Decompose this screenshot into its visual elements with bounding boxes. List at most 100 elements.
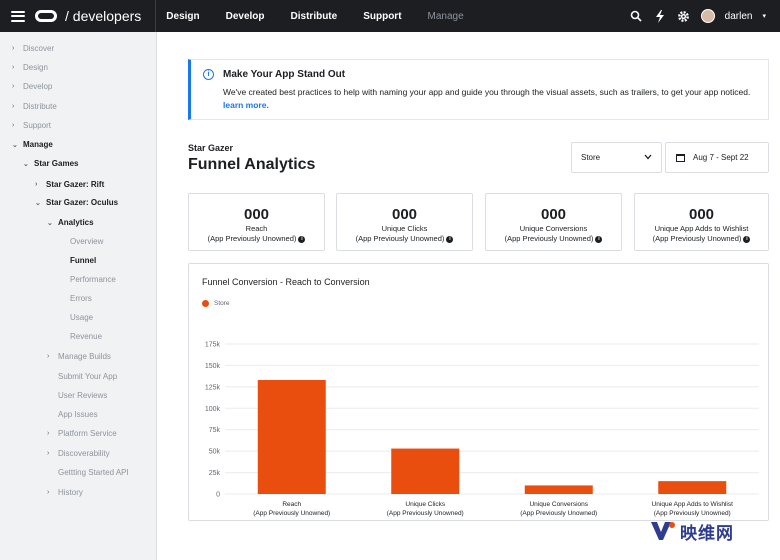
info-icon: i (203, 69, 214, 80)
info-icon[interactable]: i (446, 235, 454, 243)
funnel-bar-chart: 0 25k 50k 75k 100k 125k 150k 175k Reach (App Prev… (205, 342, 759, 517)
sidebar-item-history[interactable]: › History (47, 488, 83, 497)
chevron-right-icon: › (12, 122, 15, 129)
calendar-icon (676, 153, 685, 162)
learn-more-link[interactable]: learn more. (223, 100, 269, 110)
stat-value: 000 (243, 206, 270, 223)
sidebar-item-user-reviews[interactable]: User Reviews (58, 391, 107, 400)
y-tick-label: 150k (205, 363, 221, 370)
user-avatar[interactable] (700, 9, 715, 23)
sidebar-item-label: Usage (70, 313, 94, 322)
sidebar-item-star-games[interactable]: ⌄ Star Games (23, 159, 78, 168)
stat-card-reach: 000 Reach (App Previously Unowned) i (188, 193, 325, 251)
sidebar-item-submit-your-app[interactable]: Submit Your App (58, 372, 117, 381)
nav-distribute[interactable]: Distribute (290, 10, 338, 22)
legend-swatch (202, 300, 209, 307)
sidebar-item-label: User Reviews (58, 391, 108, 400)
sidebar-item-label: Distribute (23, 102, 57, 111)
bar (658, 481, 727, 494)
chevron-down-icon[interactable]: ▾ (762, 13, 766, 20)
banner-text: We've created best practices to help wit… (223, 86, 753, 112)
nav-design[interactable]: Design (166, 10, 200, 22)
y-tick-label: 175k (205, 342, 221, 349)
y-tick-label: 100k (205, 406, 221, 413)
app-name: Star Gazer (188, 143, 234, 153)
brand-title[interactable]: / developers (65, 8, 142, 24)
lightning-icon[interactable] (653, 9, 667, 23)
page-title: Funnel Analytics (188, 156, 316, 173)
x-tick-sublabel: (App Previously Unowned) (520, 510, 597, 517)
stat-sublabel-text: (App Previously Unowned) (207, 234, 297, 243)
chevron-right-icon: › (47, 353, 50, 360)
banner-title: Make Your App Stand Out (223, 69, 346, 80)
sidebar-item-support[interactable]: › Support (12, 121, 51, 130)
y-tick-label: 125k (205, 384, 221, 391)
chevron-down-icon: ⌄ (35, 199, 41, 207)
sidebar-item-label: Analytics (58, 218, 94, 227)
stat-label: Unique Clicks (381, 224, 428, 233)
stat-label: Reach (245, 224, 268, 233)
sidebar-item-usage[interactable]: Usage (70, 313, 93, 322)
nav-develop[interactable]: Develop (225, 10, 265, 22)
sidebar: › Discover › Design › Develop › Distribute ›… (0, 32, 157, 560)
info-banner: i Make Your App Stand Out We've created … (188, 59, 769, 120)
bar (524, 485, 593, 494)
x-tick-label: Unique Conversions (529, 501, 588, 508)
sidebar-item-label: Errors (70, 294, 92, 303)
store-select[interactable]: Store (571, 142, 662, 173)
user-name[interactable]: darlen (724, 10, 753, 22)
info-icon[interactable]: i (595, 235, 603, 243)
sidebar-item-performance[interactable]: Performance (70, 275, 116, 284)
info-icon[interactable]: i (743, 235, 751, 243)
sidebar-item-overview[interactable]: Overview (70, 237, 103, 246)
sidebar-item-discoverability[interactable]: › Discoverability (47, 449, 110, 458)
nav-manage[interactable]: Manage (427, 10, 464, 22)
gear-icon[interactable] (677, 9, 691, 23)
date-range-picker[interactable]: Aug 7 - Sept 22 (665, 142, 769, 173)
sidebar-item-manage-builds[interactable]: › Manage Builds (47, 352, 111, 361)
sidebar-item-label: Design (23, 63, 48, 72)
sidebar-item-develop[interactable]: › Develop (12, 82, 52, 91)
stat-sublabel-text: (App Previously Unowned) (355, 234, 445, 243)
chart-legend[interactable]: Store (202, 300, 230, 307)
sidebar-item-platform-service[interactable]: › Platform Service (47, 429, 117, 438)
y-tick-label: 0 (216, 492, 220, 499)
nav-support[interactable]: Support (363, 10, 402, 22)
sidebar-item-star-gazer-oculus[interactable]: ⌄ Star Gazer: Oculus (35, 198, 118, 207)
funnel-chart-card: Funnel Conversion - Reach to Conversion … (188, 263, 769, 521)
oculus-logo-icon[interactable] (35, 10, 57, 22)
sidebar-item-label: Discoverability (58, 449, 110, 458)
chevron-right-icon: › (47, 489, 50, 496)
sidebar-item-funnel[interactable]: Funnel (70, 256, 96, 265)
hamburger-menu-icon[interactable] (11, 10, 25, 22)
sidebar-item-errors[interactable]: Errors (70, 294, 92, 303)
x-tick-label: Unique Clicks (405, 501, 445, 508)
chart-title: Funnel Conversion - Reach to Conversion (202, 277, 370, 287)
top-right-controls: darlen ▾ (629, 0, 766, 32)
sidebar-item-label: Discover (23, 44, 55, 53)
search-icon[interactable] (629, 9, 643, 23)
stat-sublabel: (App Previously Unowned) i (189, 234, 324, 243)
chevron-down-icon (644, 153, 652, 162)
stat-value: 000 (688, 206, 715, 223)
sidebar-item-getting-started-api[interactable]: Gettting Started API (58, 468, 129, 477)
sidebar-item-discover[interactable]: › Discover (12, 44, 54, 53)
x-tick-label: Reach (282, 501, 301, 508)
stat-value: 000 (391, 206, 418, 223)
sidebar-item-revenue[interactable]: Revenue (70, 332, 102, 341)
sidebar-item-star-gazer-rift[interactable]: › Star Gazer: Rift (35, 180, 104, 189)
sidebar-item-design[interactable]: › Design (12, 63, 48, 72)
sidebar-item-label: Platform Service (58, 429, 117, 438)
sidebar-item-app-issues[interactable]: App Issues (58, 410, 98, 419)
sidebar-item-distribute[interactable]: › Distribute (12, 102, 57, 111)
sidebar-item-label: History (58, 488, 83, 497)
x-tick-label: Unique App Adds to Wishlist (652, 501, 733, 508)
chevron-right-icon: › (47, 430, 50, 437)
info-icon[interactable]: i (298, 235, 306, 243)
sidebar-item-manage[interactable]: ⌄ Manage (12, 140, 53, 149)
sidebar-item-label: App Issues (58, 410, 98, 419)
chevron-down-icon: ⌄ (47, 219, 53, 227)
chevron-right-icon: › (12, 45, 15, 52)
stat-card-unique-conversions: 000 Unique Conversions (App Previously U… (485, 193, 622, 251)
sidebar-item-analytics[interactable]: ⌄ Analytics (47, 218, 94, 227)
